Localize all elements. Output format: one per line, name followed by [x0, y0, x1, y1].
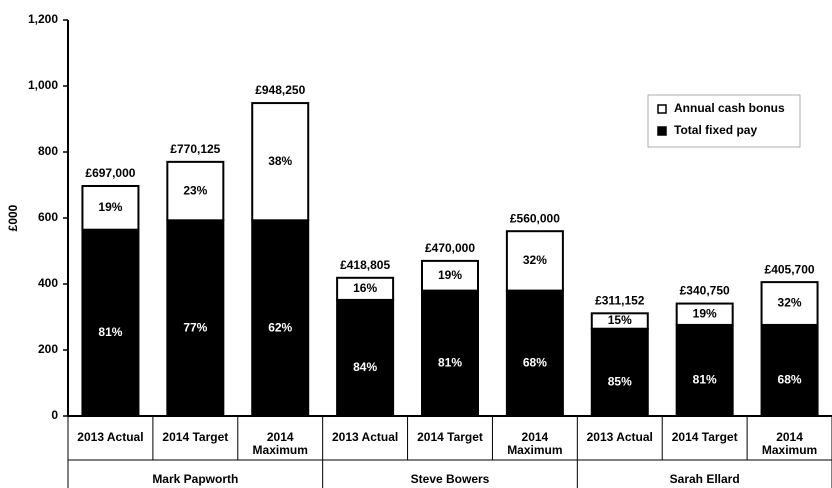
bar-segment — [251, 219, 310, 417]
bar-segment — [421, 289, 479, 418]
segment-label: 81% — [438, 355, 462, 369]
segment-label: 85% — [608, 375, 632, 389]
legend-label: Total fixed pay — [674, 123, 757, 137]
total-label: £405,700 — [765, 262, 815, 276]
total-label: £560,000 — [510, 211, 560, 225]
bar-segment — [590, 327, 649, 417]
total-label: £770,125 — [170, 142, 220, 156]
y-tick-label: 400 — [38, 276, 58, 290]
legend-swatch — [657, 126, 667, 136]
segment-label: 68% — [778, 373, 802, 387]
total-label: £697,000 — [85, 166, 135, 180]
x-tick-label: 2014 Maximum — [252, 430, 308, 457]
bar-segment — [81, 184, 140, 231]
total-label: £340,750 — [680, 284, 730, 298]
bar-segment — [590, 312, 649, 330]
bar-segment — [760, 281, 819, 326]
segment-label: 32% — [778, 296, 802, 310]
segment-label: 38% — [268, 154, 292, 168]
segment-label: 23% — [183, 183, 207, 197]
segment-label: 32% — [523, 253, 547, 267]
legend-label: Annual cash bonus — [674, 101, 785, 115]
group-label: Mark Papworth — [152, 472, 238, 486]
segment-label: 19% — [438, 268, 462, 282]
y-tick-label: 800 — [38, 144, 58, 158]
bar-segment — [760, 323, 819, 418]
x-tick-label: 2013 Actual — [77, 430, 144, 444]
bar-segment — [166, 160, 225, 222]
bar-segment — [675, 302, 734, 326]
group-label: Steve Bowers — [411, 472, 490, 486]
bar-segment — [675, 323, 734, 418]
total-label: £948,250 — [255, 83, 305, 97]
segment-label: 84% — [353, 360, 377, 374]
segment-label: 81% — [693, 373, 717, 387]
x-tick-label: 2014 Maximum — [761, 430, 818, 457]
segment-label: 81% — [98, 325, 122, 339]
legend-box — [647, 94, 801, 148]
x-tick-label: 2013 Actual — [331, 430, 399, 444]
bar-segment — [81, 228, 140, 417]
y-tick-label: 600 — [38, 210, 58, 224]
y-tick-label: 1,000 — [28, 78, 58, 92]
bar-segment — [336, 298, 395, 418]
bar-segment — [336, 276, 395, 301]
x-tick-label: 2013 Actual — [586, 430, 653, 444]
total-label: £418,805 — [340, 258, 390, 272]
y-axis-label: £000 — [6, 204, 20, 231]
y-tick-label: 1,200 — [28, 12, 58, 26]
bar-segment — [166, 219, 225, 417]
segment-label: 68% — [523, 355, 547, 369]
segment-label: 16% — [353, 281, 377, 295]
bar-segment — [421, 259, 479, 292]
legend-swatch — [657, 104, 667, 114]
segment-label: 77% — [183, 320, 207, 334]
x-tick-label: 2014 Maximum — [507, 430, 563, 457]
bar-segment — [505, 230, 564, 292]
bar-segment — [505, 289, 564, 418]
total-label: £470,000 — [425, 241, 475, 255]
y-tick-label: 0 — [51, 408, 58, 422]
bar-segment — [251, 102, 310, 222]
x-tick-label: 2014 Target — [162, 430, 229, 444]
segment-label: 62% — [268, 320, 292, 334]
total-label: £311,152 — [595, 293, 645, 307]
segment-label: 19% — [693, 306, 717, 320]
x-tick-label: 2014 Target — [417, 430, 483, 444]
x-tick-label: 2014 Target — [671, 430, 738, 444]
segment-label: 15% — [608, 313, 632, 327]
y-tick-label: 200 — [38, 342, 58, 356]
group-label: Sarah Ellard — [670, 472, 740, 486]
segment-label: 19% — [98, 200, 122, 214]
